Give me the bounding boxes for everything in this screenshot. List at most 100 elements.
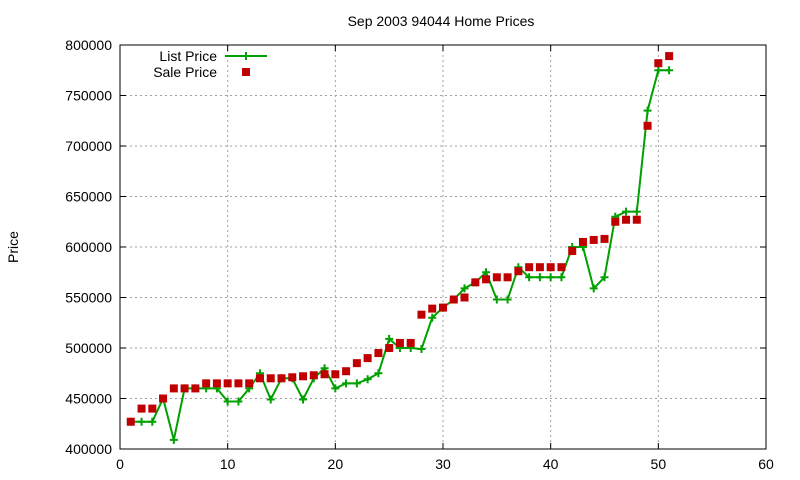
list-price-point <box>363 375 372 384</box>
list-price-point <box>654 66 663 75</box>
sale-price-point <box>385 344 394 352</box>
sale-price-point <box>212 379 221 388</box>
list-price-point <box>234 397 243 406</box>
list-price-point <box>266 395 275 404</box>
list-price-point <box>546 273 555 282</box>
sale-price-point <box>191 384 200 393</box>
list-price-point <box>342 379 351 388</box>
sale-price-point <box>234 379 243 388</box>
sale-price-point <box>266 374 275 383</box>
sale-price-point <box>428 304 437 313</box>
sale-price-point <box>503 273 512 282</box>
x-tick-label: 60 <box>758 456 774 472</box>
list-price-point <box>482 268 491 277</box>
sale-price-point <box>654 59 663 68</box>
x-tick-label: 30 <box>435 456 451 472</box>
sale-price-point <box>245 379 254 388</box>
list-price-point <box>428 313 437 322</box>
x-tick-label: 50 <box>651 456 667 472</box>
y-tick-label: 550000 <box>65 290 112 306</box>
x-tick-label: 0 <box>116 456 124 472</box>
list-price-line <box>130 69 670 441</box>
legend-marker-sale-price <box>242 68 250 76</box>
legend-label-sale-price: Sale Price <box>153 64 217 80</box>
list-price-point <box>622 207 631 216</box>
sale-price-point <box>568 247 577 256</box>
chart-title: Sep 2003 94044 Home Prices <box>348 13 535 29</box>
series-layer <box>126 52 674 444</box>
y-axis-label: Price <box>5 231 21 263</box>
sale-price-point <box>137 404 146 413</box>
list-price-point <box>299 395 308 404</box>
list-price-point <box>352 379 361 388</box>
sale-price-point <box>525 263 534 272</box>
legend: List Price Sale Price <box>153 48 267 80</box>
list-price-point <box>223 397 232 406</box>
sale-price-point <box>665 52 674 61</box>
sale-price-point <box>342 367 351 376</box>
sale-price-point <box>622 215 631 224</box>
sale-price-point <box>492 273 501 282</box>
y-tick-label: 500000 <box>65 340 112 356</box>
sale-price-point <box>449 295 458 304</box>
y-tick-label: 800000 <box>65 37 112 53</box>
sale-price-point <box>439 303 447 312</box>
sale-price-point <box>299 372 308 381</box>
sale-price-point <box>223 379 232 388</box>
sale-price-point <box>395 338 404 347</box>
sale-price-point <box>331 370 340 379</box>
list-price-point <box>525 273 534 282</box>
axis-ticks: 400000 450000 500000 550000 600000 650000 7000… <box>65 37 774 472</box>
sale-price-point <box>535 263 544 272</box>
sale-price-point <box>320 370 329 379</box>
sale-price-point <box>546 263 555 272</box>
y-tick-label: 600000 <box>65 239 112 255</box>
x-tick-label: 20 <box>328 456 344 472</box>
sale-price-point <box>600 234 609 243</box>
y-tick-label: 400000 <box>65 441 112 457</box>
list-price-point <box>137 417 146 426</box>
list-price-point <box>589 284 598 293</box>
sale-price-point <box>288 373 297 382</box>
sale-price-point <box>309 371 318 380</box>
list-price-point <box>169 435 178 444</box>
y-tick-label: 650000 <box>65 189 112 205</box>
list-price-point <box>492 295 501 304</box>
y-tick-label: 700000 <box>65 138 112 154</box>
sale-price-point <box>471 278 480 287</box>
sale-price-point <box>255 374 264 383</box>
list-price-point <box>632 207 641 216</box>
sale-price-point <box>578 237 587 246</box>
sale-price-point <box>406 338 415 347</box>
x-tick-label: 10 <box>220 456 236 472</box>
sale-price-point <box>611 217 620 226</box>
sale-price-point <box>482 275 491 284</box>
list-price-point <box>557 273 566 282</box>
sale-price-point <box>169 384 178 393</box>
list-price-point <box>503 295 512 304</box>
sale-price-point <box>514 267 523 276</box>
list-price-point <box>460 284 469 293</box>
sale-price-point <box>352 359 361 368</box>
sale-price-point <box>202 379 211 388</box>
sale-price-point <box>363 354 372 363</box>
list-price-point <box>417 345 426 354</box>
sale-price-point <box>589 235 598 244</box>
sale-price-point <box>557 263 566 272</box>
list-price-point <box>148 417 157 426</box>
x-tick-label: 40 <box>543 456 559 472</box>
list-price-point <box>600 273 609 282</box>
sale-price-point <box>632 215 641 224</box>
list-price-point <box>331 384 340 393</box>
sale-price-point <box>643 121 652 130</box>
y-tick-label: 450000 <box>65 391 112 407</box>
y-tick-label: 750000 <box>65 88 112 104</box>
list-price-point <box>643 106 652 115</box>
sale-price-point <box>460 293 469 302</box>
sale-price-point <box>180 384 189 393</box>
sale-price-point <box>277 374 286 383</box>
sale-price-point <box>417 310 426 319</box>
sale-price-point <box>374 349 383 358</box>
legend-marker-list-price <box>242 52 250 60</box>
